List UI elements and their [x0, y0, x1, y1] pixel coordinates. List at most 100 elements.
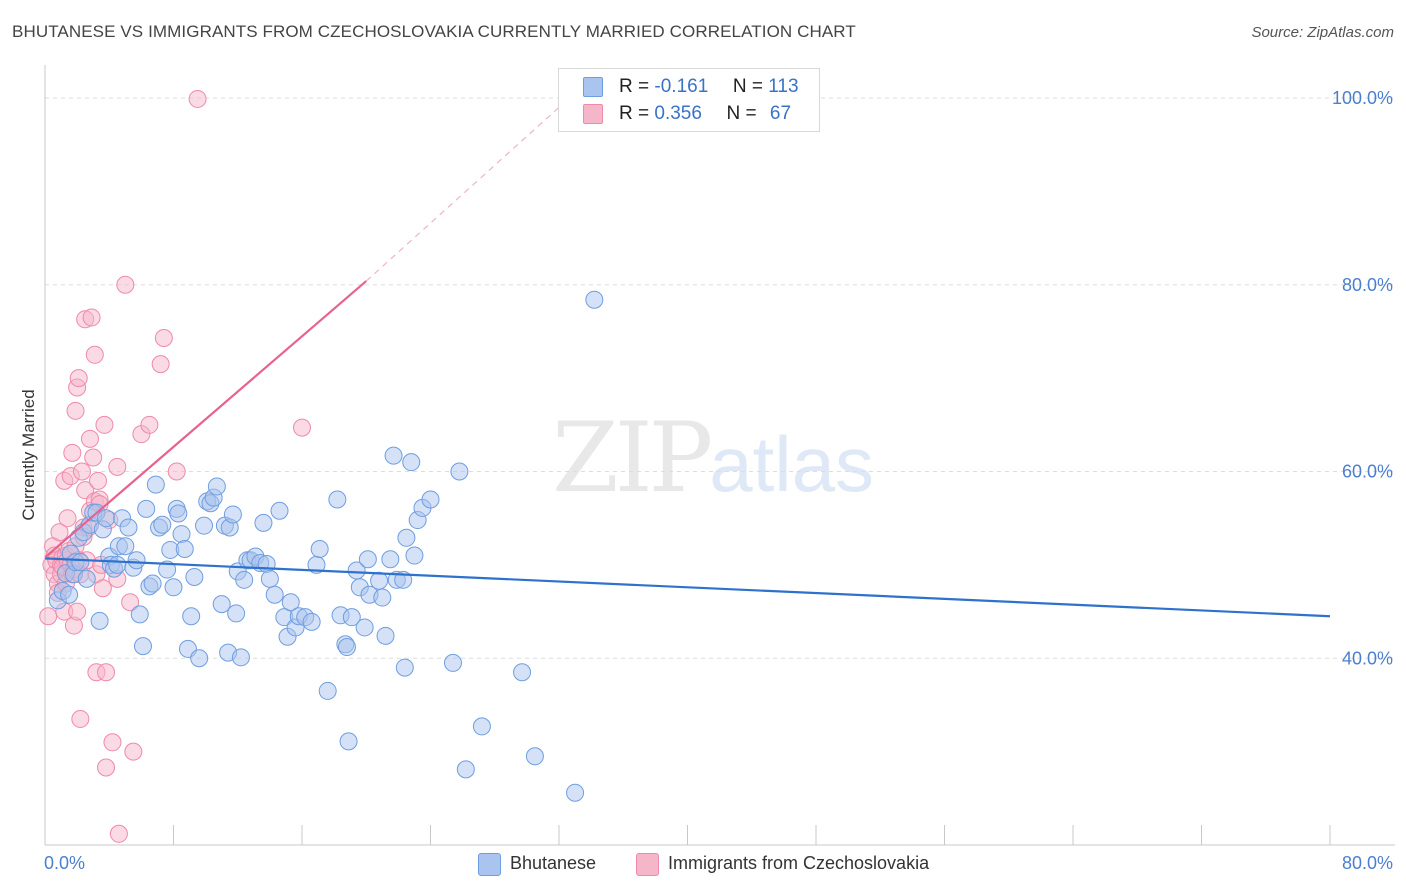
chart-title: BHUTANESE VS IMMIGRANTS FROM CZECHOSLOVA… — [12, 22, 856, 41]
bhutanese-point-67 — [265, 585, 284, 604]
czechoslovakia-point-28 — [68, 602, 87, 621]
legend-swatch-czechoslovakia — [583, 104, 603, 124]
bhutanese-point-108 — [513, 663, 532, 682]
czechoslovakia-point-56 — [97, 758, 116, 777]
czechoslovakia-point-54 — [95, 415, 114, 434]
bhutanese-point-59 — [235, 570, 254, 589]
bhutanese-point-55 — [223, 505, 242, 524]
bhutanese-point-31 — [143, 574, 162, 593]
bhutanese-point-56 — [227, 604, 246, 623]
bhutanese-point-105 — [450, 462, 469, 481]
czechoslovakia-point-43 — [82, 308, 101, 327]
y-axis-label: Currently Married — [19, 389, 38, 520]
bhutanese-point-41 — [175, 540, 194, 559]
bhutanese-point-26 — [127, 551, 146, 570]
bhutanese-point-107 — [472, 717, 491, 736]
legend-text-czechoslovakia: R = 0.356 N = 67 — [619, 103, 791, 125]
bhutanese-point-77 — [310, 540, 329, 559]
bhutanese-point-83 — [339, 732, 358, 751]
bhutanese-point-8 — [71, 553, 90, 572]
bhutanese-point-82 — [337, 638, 356, 657]
czechoslovakia-point-55 — [97, 663, 116, 682]
bhutanese-point-97 — [395, 658, 414, 677]
watermark-zip: ZIP — [552, 402, 713, 514]
legend-r-label: R = — [619, 103, 650, 124]
czechoslovakia-point-32 — [71, 709, 90, 728]
bhutanese-point-79 — [328, 490, 347, 509]
czechoslovakia-point-58 — [103, 733, 122, 752]
czechoslovakia-point-53 — [93, 579, 112, 598]
bhutanese-point-14 — [90, 611, 109, 630]
czechoslovakia-point-49 — [89, 471, 108, 490]
bhutanese-point-99 — [402, 453, 421, 472]
bhutanese-point-58 — [231, 648, 250, 667]
bhutanese-point-91 — [373, 588, 392, 607]
bhutanese-point-39 — [169, 504, 188, 523]
bhutanese-point-92 — [376, 626, 395, 645]
czechoslovakia-point-70 — [293, 418, 311, 437]
bhutanese-point-46 — [195, 516, 214, 535]
bottom-legend-label-bhutanese: Bhutanese — [510, 853, 597, 873]
bhutanese-point-90 — [370, 571, 389, 590]
trend-lines — [44, 106, 1331, 618]
bhutanese-point-66 — [260, 569, 279, 588]
bhutanese-point-32 — [146, 475, 165, 494]
bhutanese-point-20 — [108, 555, 127, 574]
czechoslovakia-point-30 — [69, 369, 88, 388]
bhutanese-point-110 — [566, 783, 585, 802]
bhutanese-point-35 — [158, 560, 177, 579]
bhutanese-point-88 — [358, 550, 377, 569]
bhutanese-point-109 — [525, 747, 544, 766]
legend-swatch-bhutanese — [583, 77, 603, 97]
watermark-atlas: atlas — [709, 420, 874, 508]
bhutanese-point-68 — [270, 501, 289, 520]
bhutanese-point-3 — [60, 585, 79, 604]
bhutanese-point-37 — [164, 578, 183, 597]
bhutanese-point-71 — [281, 593, 300, 612]
bottom-legend-swatch-czechoslovakia — [636, 853, 659, 876]
bhutanese-point-29 — [137, 499, 156, 518]
czechoslovakia-trend-extension — [365, 106, 560, 282]
legend-r-label: R = — [619, 76, 650, 97]
czechoslovakia-point-8 — [50, 523, 69, 542]
bhutanese-point-111 — [585, 290, 604, 309]
legend-text-bhutanese: R = -0.161 N = 113 — [619, 76, 799, 98]
x-tick-label-1: 80.0% — [1342, 853, 1393, 873]
legend-r-value: -0.161 — [654, 76, 709, 97]
bhutanese-point-23 — [116, 537, 135, 556]
bhutanese-point-98 — [397, 528, 416, 547]
czechoslovakia-point-34 — [72, 462, 91, 481]
bhutanese-point-87 — [355, 618, 374, 637]
czechoslovakia-point-61 — [116, 275, 135, 294]
bhutanese-point-84 — [342, 608, 361, 627]
bottom-legend-swatch-bhutanese — [478, 853, 501, 876]
bhutanese-point-45 — [190, 649, 209, 668]
czechoslovakia-point-44 — [84, 448, 103, 467]
czechoslovakia-point-69 — [188, 89, 207, 108]
czechoslovakia-point-65 — [140, 415, 159, 434]
czechoslovakia-trend-line — [44, 280, 367, 559]
bhutanese-point-24 — [119, 518, 138, 537]
bhutanese-point-100 — [405, 546, 424, 565]
bhutanese-point-40 — [172, 525, 191, 544]
bhutanese-point-94 — [384, 446, 403, 465]
bottom-legend-label-czechoslovakia: Immigrants from Czechoslovakia — [668, 853, 930, 873]
czechoslovakia-point-67 — [154, 328, 173, 347]
bhutanese-point-50 — [207, 477, 226, 496]
series-bhutanese-points — [48, 290, 604, 802]
series-czechoslovakia-points — [39, 89, 311, 843]
source-label: Source: ZipAtlas.com — [1251, 24, 1394, 41]
y-tick-label-2: 80.0% — [1342, 275, 1393, 295]
x-tick-label-0: 0.0% — [44, 853, 85, 873]
bhutanese-point-78 — [318, 681, 337, 700]
bhutanese-point-104 — [443, 653, 462, 672]
bhutanese-point-106 — [456, 760, 475, 779]
czechoslovakia-point-46 — [85, 345, 104, 364]
bhutanese-point-34 — [153, 515, 172, 534]
legend-n-label: N = — [726, 103, 757, 124]
czechoslovakia-point-60 — [108, 457, 127, 476]
y-tick-label-0: 40.0% — [1342, 648, 1393, 668]
czechoslovakia-point-63 — [124, 742, 143, 761]
correlation-legend: R = -0.161 N = 113 R = 0.356 N = 67 — [558, 68, 820, 132]
legend-n-value: 67 — [769, 103, 792, 124]
